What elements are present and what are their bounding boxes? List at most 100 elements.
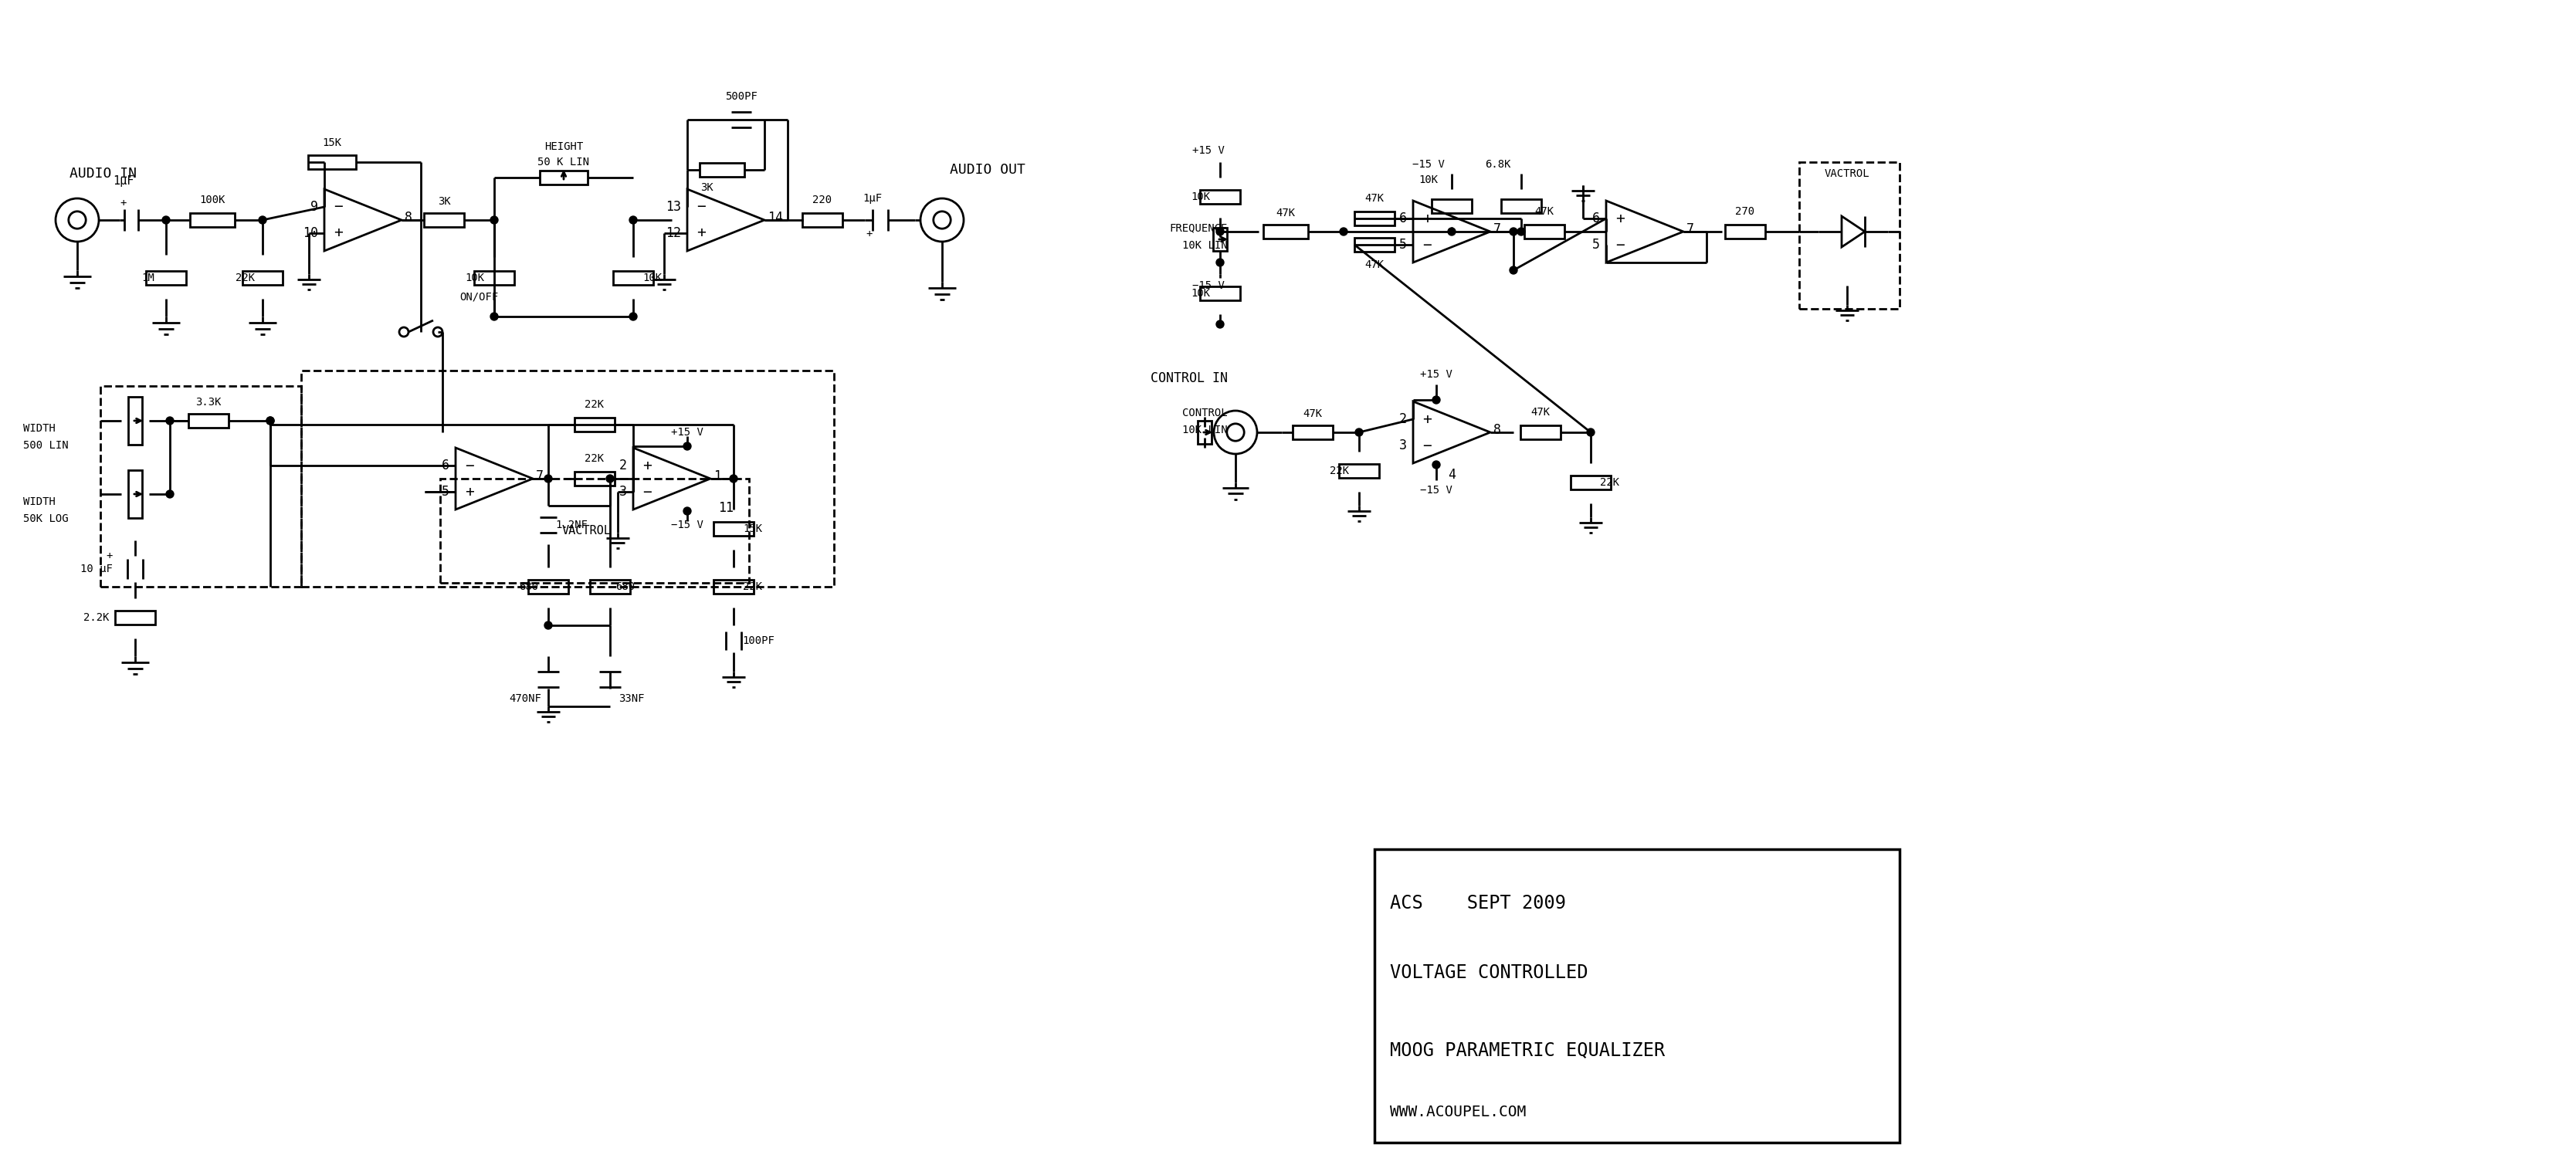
- Text: 10: 10: [304, 226, 319, 240]
- Circle shape: [1587, 428, 1595, 437]
- Text: −: −: [1422, 438, 1432, 453]
- Text: 22K: 22K: [1329, 466, 1350, 476]
- Text: 2: 2: [618, 459, 626, 472]
- Text: 3: 3: [1399, 439, 1406, 453]
- Text: +: +: [335, 226, 343, 241]
- Text: 15K: 15K: [744, 523, 762, 534]
- Text: 3K: 3K: [701, 182, 714, 193]
- Text: −: −: [464, 459, 474, 472]
- Circle shape: [683, 442, 690, 450]
- Text: +: +: [641, 459, 652, 472]
- Text: 6: 6: [1399, 212, 1406, 226]
- Text: +: +: [1422, 412, 1432, 426]
- Text: WIDTH: WIDTH: [23, 497, 57, 507]
- Text: 50K LOG: 50K LOG: [23, 513, 70, 525]
- Bar: [191, 213, 234, 227]
- Bar: [541, 170, 587, 184]
- Text: VOLTAGE CONTROLLED: VOLTAGE CONTROLLED: [1391, 963, 1587, 982]
- Text: 1.2NF: 1.2NF: [556, 520, 587, 530]
- Bar: [714, 580, 755, 594]
- Text: 8: 8: [1494, 423, 1502, 437]
- Text: 500PF: 500PF: [724, 91, 757, 102]
- Text: 680: 680: [616, 581, 636, 592]
- Text: 10K: 10K: [644, 272, 662, 284]
- Text: 10 μF: 10 μF: [80, 564, 113, 574]
- Circle shape: [629, 313, 636, 321]
- Bar: [1340, 464, 1378, 478]
- Circle shape: [544, 475, 551, 483]
- Text: 6: 6: [440, 459, 448, 472]
- Text: −15 V: −15 V: [1419, 485, 1453, 496]
- Text: 47K: 47K: [1530, 406, 1551, 418]
- Text: 3.3K: 3.3K: [196, 397, 222, 408]
- Text: 10K: 10K: [1190, 191, 1211, 203]
- Bar: [309, 155, 355, 169]
- Text: 680: 680: [520, 581, 538, 592]
- Bar: [528, 580, 569, 594]
- Text: 14: 14: [768, 211, 783, 225]
- Bar: [574, 418, 616, 432]
- Bar: [1726, 225, 1765, 239]
- Circle shape: [265, 417, 273, 425]
- Text: 22K: 22K: [1600, 477, 1620, 488]
- Circle shape: [1216, 228, 1224, 235]
- Text: 10K: 10K: [1190, 288, 1211, 299]
- Text: 13: 13: [665, 200, 680, 214]
- Text: +: +: [696, 226, 706, 241]
- Circle shape: [1432, 461, 1440, 469]
- Text: 2.2K: 2.2K: [82, 613, 108, 623]
- Text: 1μF: 1μF: [863, 193, 881, 204]
- Text: 7: 7: [1687, 222, 1695, 236]
- Text: 12: 12: [665, 226, 680, 240]
- Circle shape: [1448, 228, 1455, 235]
- Circle shape: [1432, 396, 1440, 404]
- Bar: [1376, 849, 1899, 1143]
- Bar: [801, 213, 842, 227]
- Text: 100K: 100K: [198, 195, 224, 205]
- Text: 11: 11: [719, 501, 734, 515]
- Text: +: +: [106, 550, 113, 562]
- Bar: [714, 522, 755, 536]
- Text: 470NF: 470NF: [510, 694, 541, 704]
- Bar: [301, 371, 835, 587]
- Text: ACS    SEPT 2009: ACS SEPT 2009: [1391, 894, 1566, 913]
- Circle shape: [1510, 228, 1517, 235]
- Text: 2: 2: [1399, 412, 1406, 426]
- Text: 5: 5: [440, 485, 448, 499]
- Text: −: −: [1422, 237, 1432, 252]
- Text: −15 V: −15 V: [672, 520, 703, 530]
- Text: 15K: 15K: [322, 138, 343, 148]
- Text: HEIGHT: HEIGHT: [544, 141, 582, 152]
- Text: +: +: [866, 228, 873, 240]
- Text: 10K: 10K: [1419, 175, 1437, 185]
- Bar: [1520, 425, 1561, 439]
- Bar: [574, 471, 616, 485]
- Text: −: −: [696, 199, 706, 214]
- Circle shape: [1355, 428, 1363, 437]
- Bar: [100, 386, 301, 587]
- Text: −15 V: −15 V: [1412, 159, 1445, 170]
- Text: FREQUENCE: FREQUENCE: [1170, 222, 1229, 233]
- Circle shape: [629, 217, 636, 223]
- Text: +: +: [464, 484, 474, 499]
- Bar: [1262, 225, 1309, 239]
- Bar: [1213, 228, 1226, 251]
- Text: CONTROL IN: CONTROL IN: [1151, 372, 1229, 386]
- Bar: [1293, 425, 1332, 439]
- Text: CONTROL: CONTROL: [1182, 408, 1229, 418]
- Text: 500 LIN: 500 LIN: [23, 440, 70, 450]
- Circle shape: [489, 313, 497, 321]
- Text: +: +: [1422, 211, 1432, 226]
- Bar: [129, 470, 142, 518]
- Circle shape: [729, 475, 737, 483]
- Text: AUDIO IN: AUDIO IN: [70, 167, 137, 181]
- Text: 6.8K: 6.8K: [1486, 159, 1512, 170]
- Text: 1M: 1M: [142, 272, 155, 284]
- Circle shape: [1340, 228, 1347, 235]
- Text: +15 V: +15 V: [672, 427, 703, 438]
- Bar: [613, 271, 654, 285]
- Bar: [1798, 162, 1899, 309]
- Text: −15 V: −15 V: [1193, 280, 1224, 291]
- Text: −: −: [641, 484, 652, 499]
- Circle shape: [1517, 228, 1525, 235]
